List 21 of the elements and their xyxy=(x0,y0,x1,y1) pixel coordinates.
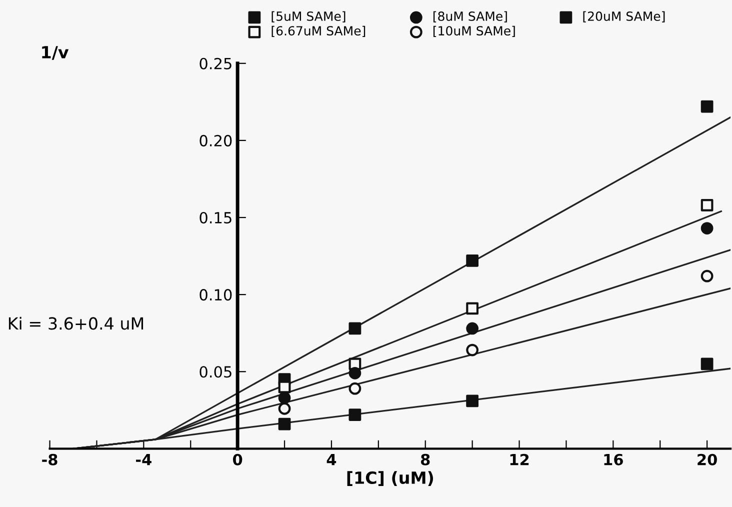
y-tick-label: 0.10 xyxy=(200,289,232,301)
x-tick-label: 20 xyxy=(698,454,717,466)
y-tick-label: 0.20 xyxy=(200,134,232,146)
annotation: Ki = 3.6+0.4 uM xyxy=(8,316,144,330)
y-tick-label: 0.25 xyxy=(200,58,232,70)
x-tick-label: 4 xyxy=(326,454,336,466)
x-tick-label: 12 xyxy=(510,454,529,466)
legend-label: [5uM SAMe] xyxy=(272,11,346,22)
legend-label: [6.67uM SAMe] xyxy=(272,26,366,37)
x-tick-label: -4 xyxy=(136,454,152,466)
x-tick-label: 8 xyxy=(420,454,430,466)
legend-label: [20uM SAMe] xyxy=(583,11,665,22)
x-tick-label: 0 xyxy=(232,454,242,466)
y-axis-title: 1/v xyxy=(42,46,69,60)
legend-label: [10uM SAMe] xyxy=(433,26,515,37)
y-tick-label: 0.05 xyxy=(200,366,232,378)
x-tick-label: -8 xyxy=(42,454,58,466)
legend-label: [8uM SAMe] xyxy=(433,11,507,22)
x-tick-label: 16 xyxy=(604,454,623,466)
x-axis-title: [1C] (uM) xyxy=(347,471,433,486)
y-tick-label: 0.15 xyxy=(200,212,232,224)
